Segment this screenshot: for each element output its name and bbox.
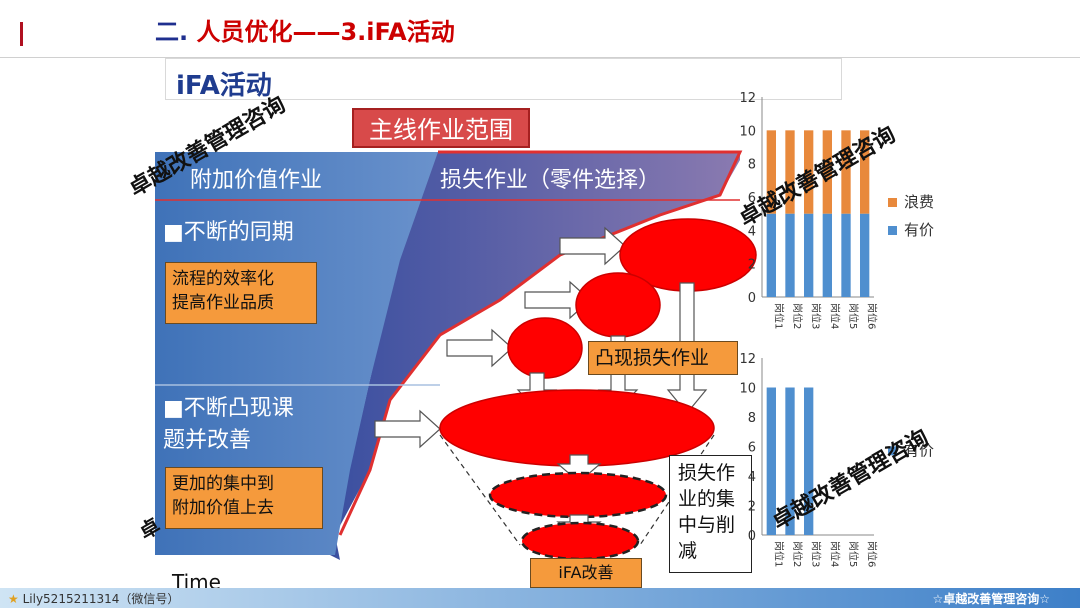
c2-ytick-3: 6: [748, 441, 756, 456]
funnel-line-left: [439, 434, 521, 546]
c2-ytick-4: 8: [748, 411, 756, 426]
c1-ytick-5: 10: [739, 124, 756, 139]
c1-ytick-2: 4: [748, 224, 756, 239]
footer-wechat: Lily5215211314（微信号）: [22, 592, 180, 606]
c2-legend-label-0: 有价: [904, 441, 934, 459]
c2-xtick-4: 岗位5: [847, 541, 860, 567]
header-accent-bar: [20, 22, 23, 46]
page-title-prefix: 二.: [155, 18, 189, 46]
c1-xtick-0: 岗位1: [772, 303, 785, 329]
loss-focus-line-4: 减: [678, 540, 698, 562]
c1-xtick-3: 岗位4: [828, 303, 841, 329]
efficiency-line-1: 流程的效率化: [172, 269, 274, 289]
c1-legend-swatch-1: [888, 226, 897, 235]
c1-bar-0-1: [785, 213, 795, 297]
value-added-label: 附加价值作业: [190, 168, 323, 193]
main-range-label: 主线作业范围: [352, 108, 530, 148]
c2-legend-swatch-0: [888, 446, 897, 456]
arrow-down-4: [556, 454, 602, 483]
c2-ytick-0: 0: [748, 529, 756, 544]
continuous-reveal-line-1: ■不断凸现课: [163, 396, 294, 421]
value-added-area: [155, 152, 438, 555]
page-title-main: 人员优化——3.iFA活动: [196, 18, 455, 46]
c1-bar-1-3: [822, 130, 832, 214]
loss-work-area: [330, 152, 740, 560]
c2-xtick-2: 岗位3: [810, 541, 823, 567]
c2-ytick-1: 2: [748, 500, 756, 515]
c1-ytick-1: 2: [748, 258, 756, 273]
focus-line-2: 附加价值上去: [172, 498, 274, 518]
chart-bottom: 0 2 4 6 8 10 12 岗位1 岗位2 岗位3 岗位4 岗位5 岗位6 有价: [739, 352, 934, 567]
continuous-reveal-line-2: 题并改善: [163, 428, 252, 453]
c1-xtick-1: 岗位2: [791, 303, 804, 329]
loss-focus-line-3: 中与削: [678, 514, 736, 536]
ellipse-upper: [575, 272, 661, 338]
c2-xtick-5: 岗位6: [866, 541, 879, 567]
footer-left-text: ★ Lily5215211314（微信号）: [8, 590, 179, 607]
c1-ytick-6: 12: [739, 91, 756, 106]
efficiency-line-2: 提高作业品质: [172, 293, 274, 313]
c2-ytick-6: 12: [739, 352, 756, 367]
header-divider: [0, 57, 1080, 58]
focus-line-1: 更加的集中到: [172, 474, 274, 494]
c1-legend-label-1: 有价: [904, 221, 934, 239]
c1-ytick-4: 8: [748, 158, 756, 173]
c1-xtick-4: 岗位5: [847, 303, 860, 329]
ellipse-middle: [507, 317, 583, 379]
c2-ytick-2: 4: [748, 470, 756, 485]
c1-legend-swatch-0: [888, 198, 897, 207]
c2-xtick-3: 岗位4: [828, 541, 841, 567]
c1-xtick-2: 岗位3: [810, 303, 823, 329]
arrow-right-4: [374, 409, 441, 449]
c2-ytick-5: 10: [739, 382, 756, 397]
c1-bar-0-5: [860, 213, 870, 297]
loss-work-label: 损失作业（零件选择）: [440, 168, 661, 193]
c1-bar-1-2: [804, 130, 814, 214]
ifa-title: iFA活动: [176, 71, 272, 101]
c1-bar-0-2: [804, 213, 814, 297]
focus-box: 更加的集中到 附加价值上去: [165, 467, 323, 529]
footer-bar: [0, 588, 1080, 608]
reveal-loss-box: 凸现损失作业: [588, 341, 738, 375]
c1-bar-1-1: [785, 130, 795, 214]
c1-bar-1-4: [841, 130, 851, 214]
c1-bar-0-3: [822, 213, 832, 297]
continuous-reveal-label: ■不断凸现课 题并改善: [163, 393, 294, 457]
continuous-sync-label: ■不断的同期: [163, 220, 294, 245]
c1-bar-0-4: [841, 213, 851, 297]
c1-xtick-5: 岗位6: [866, 303, 879, 329]
c1-bar-0-0: [766, 213, 776, 297]
c1-bar-1-5: [860, 130, 870, 214]
c2-bar-0-0: [766, 387, 776, 535]
loss-focus-line-2: 业的集: [678, 488, 736, 510]
loss-focus-line-1: 损失作: [678, 462, 736, 484]
loss-focus-box: 损失作 业的集 中与削 减: [669, 455, 752, 573]
ellipse-dashed-1: [488, 471, 668, 519]
footer-star-icon: ★: [8, 592, 19, 606]
c1-ytick-0: 0: [748, 291, 756, 306]
c1-ytick-3: 6: [748, 191, 756, 206]
c1-legend-label-0: 浪费: [904, 193, 934, 211]
page-title: 二. 人员优化——3.iFA活动: [155, 12, 455, 47]
c1-bar-1-0: [766, 130, 776, 214]
ellipse-dashed-2: [520, 521, 640, 561]
c2-bar-0-1: [785, 387, 795, 535]
footer-right-text: ☆卓越改善管理咨询☆: [932, 592, 1050, 606]
c2-bar-0-2: [804, 387, 814, 535]
diagram-title-panel: [165, 58, 842, 100]
efficiency-box: 流程的效率化 提高作业品质: [165, 262, 317, 324]
arrow-right-3: [446, 328, 513, 368]
arrow-right-1: [559, 226, 626, 266]
ifa-improve-box: iFA改善: [530, 558, 642, 588]
c2-xtick-1: 岗位2: [791, 541, 804, 567]
c2-xtick-0: 岗位1: [772, 541, 785, 567]
